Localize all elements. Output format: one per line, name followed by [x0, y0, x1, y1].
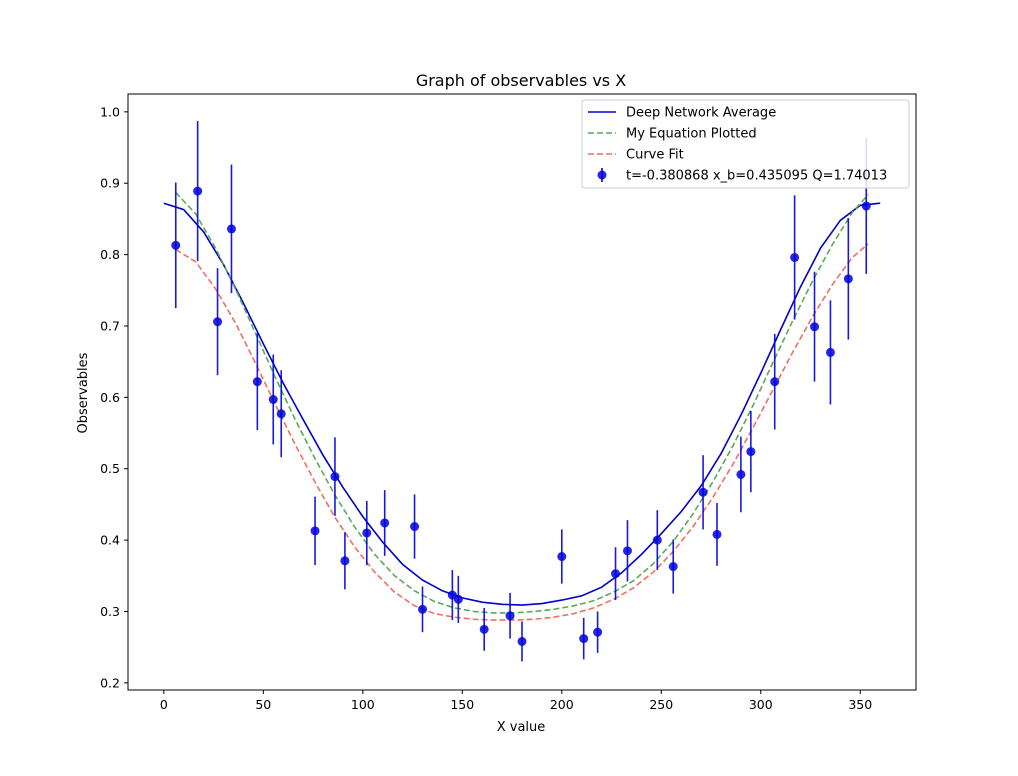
data-point — [505, 611, 515, 621]
legend-label: Deep Network Average — [626, 106, 776, 121]
data-point — [770, 377, 780, 387]
data-point — [652, 535, 662, 545]
data-point — [698, 487, 708, 497]
data-point — [330, 472, 340, 482]
data-point — [418, 604, 428, 614]
legend-handle-marker — [597, 170, 607, 180]
data-point — [825, 347, 835, 357]
y-axis-label: Observables — [76, 352, 91, 433]
data-point — [736, 469, 746, 479]
data-point — [712, 529, 722, 539]
legend-label: Curve Fit — [626, 148, 684, 163]
y-tick-label: 0.7 — [100, 318, 120, 333]
series-line-0 — [163, 202, 881, 606]
data-point — [611, 569, 621, 579]
y-tick-label: 0.6 — [100, 390, 120, 405]
data-point — [362, 528, 372, 538]
data-point — [861, 201, 871, 211]
data-point — [193, 186, 203, 196]
legend: Deep Network Average My Equation Plotted C… — [581, 99, 910, 189]
data-point — [276, 409, 286, 419]
data-point — [268, 394, 278, 404]
legend-label: My Equation Plotted — [626, 127, 757, 142]
x-tick-label: 250 — [649, 697, 673, 712]
data-point — [557, 552, 567, 562]
data-point — [252, 377, 262, 387]
x-tick-label: 200 — [550, 697, 574, 712]
data-point — [517, 636, 527, 646]
y-tick-label: 1.0 — [100, 104, 120, 119]
series-line-1 — [175, 191, 869, 614]
data-point — [810, 322, 820, 332]
data-point — [410, 522, 420, 532]
legend-label: t=-0.380868 x_b=0.435095 Q=1.74013 — [626, 169, 887, 184]
y-tick-label: 0.2 — [100, 675, 120, 690]
data-point — [790, 252, 800, 262]
data-point — [746, 447, 756, 457]
x-tick-label: 50 — [255, 697, 271, 712]
data-point — [226, 224, 236, 234]
y-axis: 0.2 0.3 0.4 0.5 0.6 0.7 0.8 0.9 1.0 — [100, 104, 128, 690]
data-point — [453, 594, 463, 604]
data-point — [579, 634, 589, 644]
x-tick-label: 150 — [450, 697, 474, 712]
x-tick-label: 0 — [160, 697, 168, 712]
data-point — [843, 274, 853, 284]
data-point — [171, 240, 181, 250]
plot-frame — [127, 93, 917, 691]
x-axis: 0 50 100 150 200 250 300 350 — [160, 690, 872, 712]
data-point — [380, 518, 390, 528]
plot-area — [163, 121, 881, 662]
chart-title: Graph of observables vs X — [416, 71, 626, 90]
x-tick-label: 100 — [351, 697, 375, 712]
legend-box — [581, 99, 910, 189]
x-tick-label: 300 — [749, 697, 773, 712]
y-tick-label: 0.5 — [100, 461, 120, 476]
data-point — [668, 562, 678, 572]
series-line-2 — [175, 243, 869, 621]
y-tick-label: 0.4 — [100, 533, 120, 548]
x-tick-label: 350 — [848, 697, 872, 712]
data-point — [213, 317, 223, 327]
x-axis-label: X value — [497, 720, 546, 735]
data-point — [310, 526, 320, 536]
data-point — [622, 546, 632, 556]
y-tick-label: 0.9 — [100, 176, 120, 191]
y-tick-label: 0.3 — [100, 604, 120, 619]
y-tick-label: 0.8 — [100, 247, 120, 262]
data-point — [340, 556, 350, 566]
data-point — [593, 627, 603, 637]
data-point — [479, 624, 489, 634]
